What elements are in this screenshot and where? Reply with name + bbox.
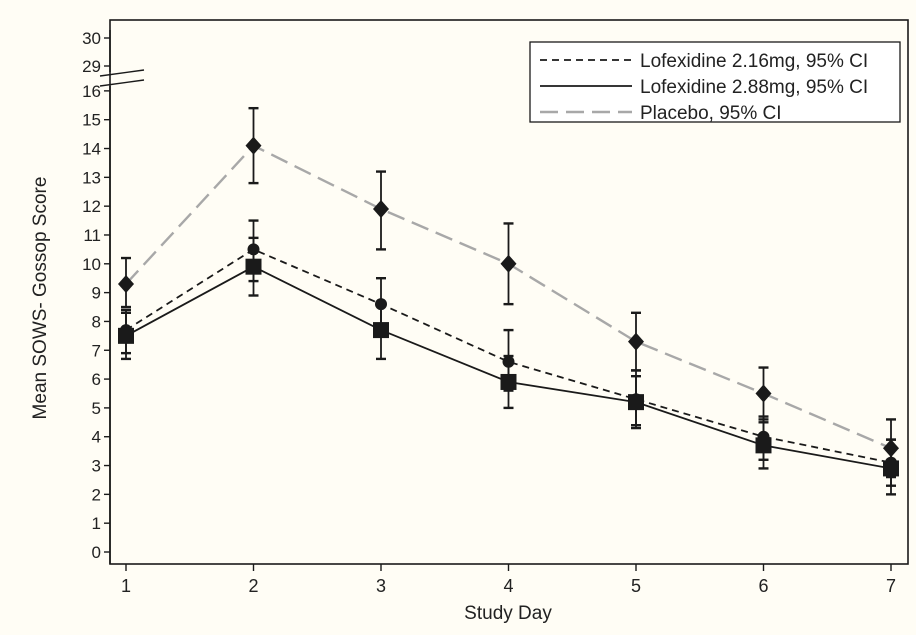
x-axis-label: Study Day: [464, 603, 552, 624]
legend-label: Placebo, 95% CI: [640, 103, 782, 124]
x-tick-label: 4: [503, 576, 513, 596]
y-tick-label: 4: [92, 428, 101, 447]
y-tick-label: 8: [92, 312, 101, 331]
y-tick-label: 3: [92, 457, 101, 476]
data-point-marker: [755, 384, 772, 403]
data-point-marker: [628, 332, 644, 351]
data-point-marker: [118, 274, 134, 293]
x-tick-label: 2: [248, 576, 258, 596]
y-tick-label: 14: [82, 140, 101, 159]
y-tick-label: 16: [82, 82, 101, 101]
y-tick-label: 12: [82, 197, 101, 216]
legend-label: Lofexidine 2.16mg, 95% CI: [640, 51, 868, 72]
x-axis: 1 2 3 4 5 6 7: [121, 564, 896, 596]
y-tick-label: 1: [92, 514, 101, 533]
data-point-marker: [373, 322, 389, 339]
data-point-marker: [628, 394, 644, 411]
x-tick-label: 1: [121, 576, 131, 596]
y-tick-label: 15: [82, 111, 101, 130]
data-point-marker: [883, 460, 899, 477]
y-tick-label: 2: [92, 485, 101, 504]
y-tick-label: 29: [82, 57, 101, 76]
y-tick-label: 13: [82, 168, 101, 187]
y-tick-label: 11: [83, 226, 101, 245]
y-tick-label: 10: [82, 255, 101, 274]
y-tick-label: 0: [92, 543, 101, 562]
y-axis-label: Mean SOWS- Gossop Score: [30, 177, 51, 420]
x-tick-label: 3: [376, 576, 386, 596]
y-tick-label: 9: [92, 284, 101, 303]
legend-label: Lofexidine 2.88mg, 95% CI: [640, 77, 868, 98]
y-tick-label: 30: [82, 29, 101, 48]
data-point-marker: [373, 200, 389, 219]
series-layer: [118, 106, 899, 496]
axis-break-mark-lower: [99, 79, 145, 87]
data-point-marker: [245, 136, 262, 155]
data-point-marker: [245, 258, 262, 275]
x-tick-label: 5: [631, 576, 641, 596]
legend: Lofexidine 2.16mg, 95% CI Lofexidine 2.88…: [529, 41, 901, 124]
axis-break-mark-upper: [99, 69, 145, 77]
y-tick-label: 7: [92, 341, 101, 360]
data-point-marker: [118, 327, 134, 344]
data-point-marker: [755, 437, 772, 454]
y-tick-label: 6: [92, 370, 101, 389]
legend-box: [529, 41, 901, 123]
data-point-marker: [500, 373, 517, 390]
data-point-marker: [500, 254, 517, 273]
x-tick-label: 7: [886, 576, 896, 596]
series-2: [118, 236, 899, 496]
y-tick-label: 5: [92, 399, 101, 418]
x-tick-label: 6: [758, 576, 768, 596]
